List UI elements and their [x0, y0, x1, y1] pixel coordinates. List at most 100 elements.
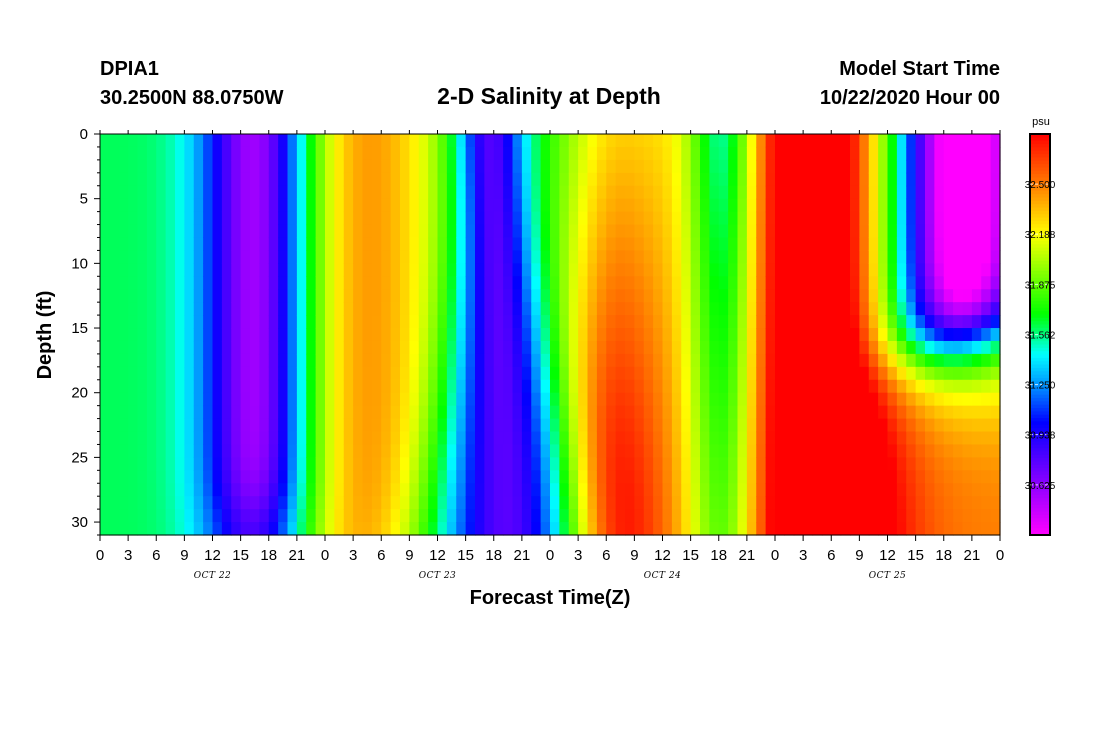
heatmap-cell	[634, 379, 645, 394]
heatmap-cell	[775, 146, 785, 161]
heatmap-cell	[878, 431, 889, 446]
heatmap-cell	[765, 366, 776, 381]
heatmap-cell	[868, 289, 879, 303]
heatmap-cell	[100, 418, 110, 433]
heatmap-cell	[268, 392, 279, 407]
heatmap-cell	[390, 237, 401, 252]
heatmap-cell	[700, 366, 710, 381]
heatmap-cell	[821, 289, 832, 303]
heatmap-cell	[362, 431, 373, 446]
heatmap-cell	[418, 366, 429, 381]
heatmap-cell	[718, 237, 729, 252]
heatmap-cell	[306, 483, 317, 497]
heatmap-cell	[334, 328, 345, 342]
heatmap-cell	[803, 457, 814, 471]
heatmap-cell	[943, 340, 954, 355]
heatmap-cell	[400, 146, 410, 161]
heatmap-cell	[625, 263, 635, 277]
heatmap-cell	[709, 315, 720, 329]
heatmap-cell	[315, 379, 326, 394]
heatmap-cell	[437, 405, 448, 420]
heatmap-cell	[259, 392, 270, 407]
heatmap-cell	[531, 134, 542, 148]
heatmap-cell	[287, 289, 298, 303]
heatmap-cell	[203, 366, 214, 381]
heatmap-cell	[990, 172, 1001, 187]
heatmap-cell	[165, 431, 176, 446]
heatmap-cell	[690, 172, 701, 187]
heatmap-cell	[446, 431, 457, 446]
heatmap-cell	[925, 134, 935, 148]
heatmap-cell	[137, 431, 148, 446]
heatmap-cell	[221, 366, 232, 381]
heatmap-cell	[156, 198, 167, 213]
heatmap-cell	[550, 134, 560, 148]
day-label: OCT 22	[194, 571, 232, 581]
heatmap-cell	[728, 134, 739, 148]
heatmap-cell	[784, 353, 795, 368]
heatmap-cell	[737, 522, 748, 536]
heatmap-cell	[943, 146, 954, 161]
heatmap-cell	[700, 418, 710, 433]
heatmap-cell	[821, 522, 832, 536]
heatmap-cell	[428, 405, 439, 420]
heatmap-cell	[634, 211, 645, 226]
heatmap-cell	[596, 509, 607, 523]
heatmap-cell	[100, 134, 110, 148]
heatmap-cell	[925, 483, 935, 497]
heatmap-cell	[587, 250, 598, 264]
heatmap-cell	[400, 237, 410, 252]
heatmap-cell	[596, 276, 607, 290]
heatmap-cell	[250, 134, 260, 148]
heatmap-cell	[165, 457, 176, 471]
heatmap-cell	[643, 289, 654, 303]
colorbar-segment	[1030, 488, 1050, 493]
heatmap-cell	[718, 470, 729, 484]
heatmap-cell	[728, 328, 739, 342]
heatmap-cell	[296, 328, 307, 342]
heatmap-cell	[925, 159, 935, 174]
heatmap-cell	[109, 405, 120, 420]
heatmap-cell	[390, 263, 401, 277]
heatmap-cell	[690, 366, 701, 381]
heatmap-cell	[850, 224, 860, 239]
heatmap-cell	[971, 198, 982, 213]
heatmap-cell	[700, 134, 710, 148]
heatmap-cell	[418, 431, 429, 446]
heatmap-cell	[353, 185, 364, 200]
heatmap-cell	[315, 353, 326, 368]
heatmap-cell	[325, 172, 335, 187]
heatmap-cell	[531, 457, 542, 471]
heatmap-cell	[446, 250, 457, 264]
heatmap-cell	[540, 134, 551, 148]
heatmap-cell	[606, 431, 617, 446]
colorbar-segment	[1030, 484, 1050, 489]
heatmap-cell	[184, 263, 195, 277]
heatmap-cell	[231, 340, 242, 355]
heatmap-cell	[671, 340, 682, 355]
heatmap-cell	[756, 172, 767, 187]
heatmap-cell	[371, 237, 382, 252]
heatmap-cell	[465, 418, 476, 433]
heatmap-cell	[568, 418, 579, 433]
heatmap-cell	[859, 392, 870, 407]
heatmap-cell	[231, 483, 242, 497]
heatmap-cell	[728, 444, 739, 458]
heatmap-cell	[296, 134, 307, 148]
heatmap-cell	[484, 276, 495, 290]
heatmap-cell	[296, 302, 307, 316]
heatmap-cell	[512, 224, 523, 239]
heatmap-cell	[409, 509, 420, 523]
heatmap-cell	[831, 340, 842, 355]
heatmap-cell	[925, 328, 935, 342]
heatmap-cell	[887, 379, 898, 394]
heatmap-cell	[137, 379, 148, 394]
heatmap-cell	[868, 405, 879, 420]
heatmap-cell	[906, 276, 917, 290]
heatmap-cell	[821, 496, 832, 510]
heatmap-cell	[746, 340, 757, 355]
heatmap-cell	[259, 470, 270, 484]
heatmap-cell	[437, 444, 448, 458]
heatmap-cell	[362, 263, 373, 277]
heatmap-cell	[109, 366, 120, 381]
